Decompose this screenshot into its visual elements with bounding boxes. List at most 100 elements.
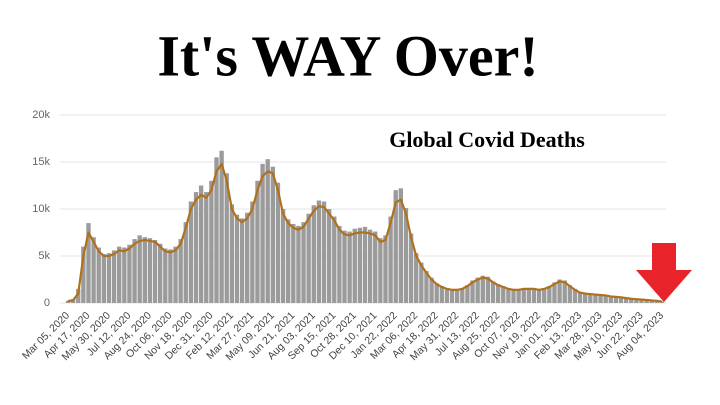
bar — [398, 188, 404, 303]
bar — [188, 201, 194, 303]
bar — [511, 288, 516, 303]
bar — [470, 280, 475, 303]
bar — [239, 218, 245, 303]
bar — [255, 180, 260, 303]
bar — [629, 298, 634, 303]
bar — [163, 248, 168, 303]
bar — [152, 240, 158, 303]
bar — [157, 243, 163, 303]
bar — [321, 201, 327, 303]
bar — [403, 208, 409, 303]
bar — [86, 223, 91, 303]
bar — [106, 253, 112, 303]
bar — [506, 287, 511, 303]
bar — [198, 185, 204, 303]
bar — [521, 287, 526, 303]
bar — [142, 237, 147, 303]
y-tick-label: 15k — [32, 156, 50, 168]
bar — [454, 288, 460, 303]
bar — [306, 213, 311, 303]
bar — [270, 166, 276, 303]
bar — [367, 229, 373, 303]
bar — [557, 279, 562, 303]
bar — [250, 201, 255, 303]
chart-title: It's WAY Over! — [157, 23, 538, 88]
bar — [286, 219, 291, 303]
bar — [234, 214, 240, 303]
bar — [65, 300, 71, 303]
bar — [168, 249, 173, 303]
bar — [137, 235, 142, 303]
bar — [408, 233, 414, 303]
bar — [214, 157, 219, 303]
bar — [132, 239, 137, 303]
bar — [572, 288, 578, 303]
bar — [393, 190, 398, 303]
bar — [352, 228, 357, 303]
bar — [316, 200, 322, 303]
bar — [583, 293, 588, 303]
bar — [311, 205, 316, 303]
bar — [224, 173, 229, 303]
bar — [536, 288, 542, 303]
bar — [337, 225, 342, 303]
bar — [608, 295, 613, 303]
bar — [357, 227, 363, 303]
bar — [383, 235, 388, 303]
bar — [460, 287, 465, 303]
bar — [209, 180, 214, 303]
bar — [516, 288, 521, 303]
y-tick-label: 10k — [32, 203, 50, 215]
bar — [332, 216, 337, 303]
bar — [618, 296, 624, 303]
bar — [593, 294, 598, 303]
bar — [577, 291, 583, 303]
bar — [501, 286, 506, 303]
bar — [623, 297, 629, 303]
bar — [265, 159, 270, 303]
bar — [414, 253, 419, 303]
bar — [326, 209, 332, 303]
bar — [603, 295, 608, 303]
bar — [552, 282, 557, 303]
bar — [562, 280, 567, 303]
line — [67, 162, 663, 303]
bar — [147, 238, 153, 303]
y-tick-label: 0 — [44, 297, 50, 309]
bar — [362, 226, 368, 303]
bar — [347, 231, 352, 303]
bar — [280, 209, 286, 303]
bar — [183, 222, 188, 303]
bar — [490, 281, 496, 303]
bar — [204, 192, 209, 303]
bar — [639, 299, 644, 303]
bar — [245, 212, 250, 303]
bar — [229, 204, 235, 303]
bar — [342, 230, 347, 303]
bar — [275, 182, 281, 303]
bar — [485, 276, 491, 303]
bar — [378, 238, 383, 303]
chart-subtitle: Global Covid Deaths — [389, 127, 585, 152]
bar — [634, 298, 639, 303]
bar — [526, 287, 532, 303]
bar — [480, 275, 485, 303]
bar — [547, 286, 552, 303]
bar — [419, 262, 424, 303]
bar — [465, 285, 470, 303]
bar — [117, 246, 122, 303]
bar — [439, 286, 444, 303]
bar — [567, 285, 573, 303]
bar — [644, 299, 649, 303]
y-tick-label: 20k — [32, 109, 50, 121]
bar — [301, 222, 306, 303]
bar — [260, 163, 265, 303]
bar — [101, 254, 107, 303]
bar — [598, 294, 603, 303]
bar — [495, 284, 501, 303]
bar — [475, 277, 480, 303]
bar — [291, 224, 296, 303]
bar — [178, 239, 183, 303]
bar — [649, 300, 654, 303]
